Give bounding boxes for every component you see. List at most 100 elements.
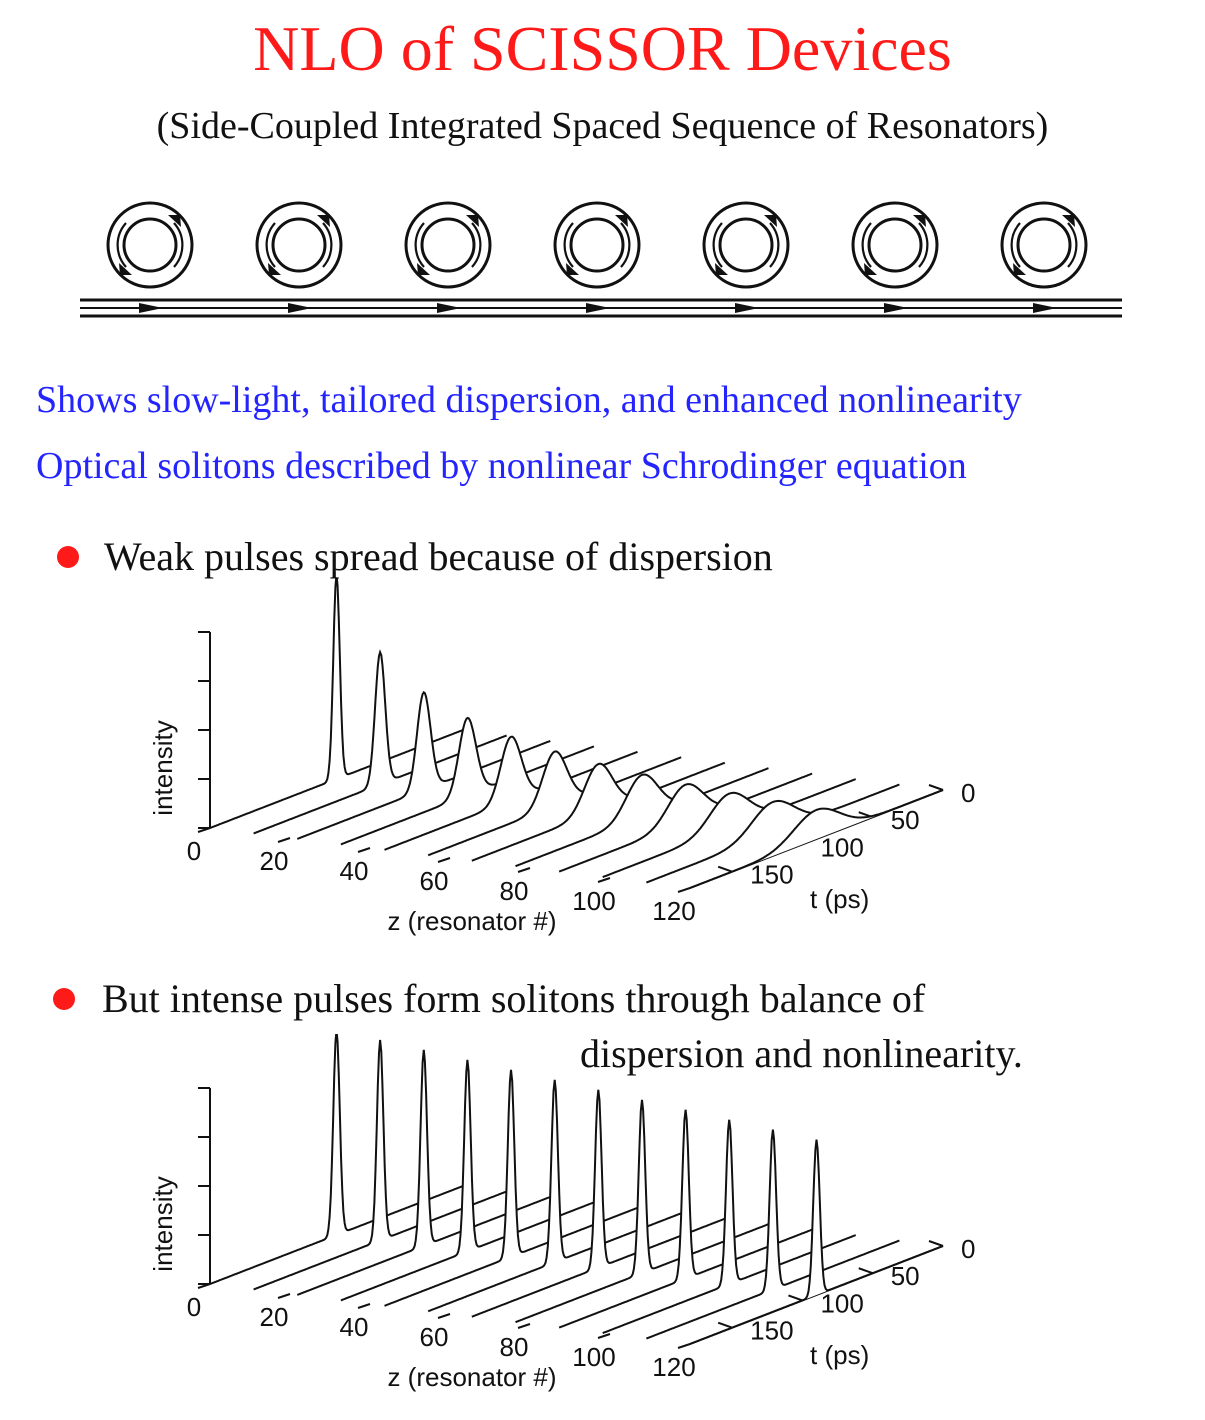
bullet-intense-pulses-cont: dispersion and nonlinearity.: [580, 1031, 1023, 1076]
propagation-arrow: [586, 303, 610, 313]
t-axis-label: t (ps): [810, 1340, 869, 1370]
resonator-ring: [702, 201, 790, 289]
resonator-ring: [106, 201, 194, 289]
t-tick: [858, 1267, 874, 1275]
bullet-weak-pulses: Weak pulses spread because of dispersion: [104, 534, 773, 579]
resonator-ring: [1000, 201, 1088, 289]
z-tick: [597, 877, 611, 883]
pulse-trace: [471, 761, 726, 862]
t-tick-label: 0: [961, 1234, 975, 1264]
pulse-fill: [297, 1049, 551, 1295]
z-tick-label: 120: [652, 896, 695, 926]
z-tick-label: 0: [187, 836, 201, 866]
pulse-trace: [646, 783, 900, 884]
pulse-trace: [427, 750, 682, 857]
intensity-label: intensity: [148, 1176, 178, 1271]
z-tick: [437, 857, 451, 863]
z-tick-label: 40: [340, 1312, 369, 1342]
t-tick-label: 50: [891, 1261, 920, 1291]
pulse-trace: [558, 772, 813, 873]
t-tick: [717, 1321, 733, 1329]
z-tick-label: 80: [500, 1332, 529, 1362]
t-tick-label: 0: [961, 778, 975, 808]
soliton-plot: intensity 0 50 100 150 t (ps) 0 20 40 60 80 100 120 z…: [148, 1034, 975, 1392]
z-tick-label: 0: [187, 1292, 201, 1322]
resonator-ring: [255, 201, 343, 289]
pulse-trace: [689, 789, 944, 889]
z-tick-label: 40: [340, 856, 369, 886]
pulse-fill: [428, 751, 682, 856]
t-axis-label: t (ps): [810, 884, 869, 914]
page-title: NLO of SCISSOR Devices: [253, 13, 952, 84]
pulse-fill: [559, 1109, 813, 1328]
propagation-arrow: [735, 303, 759, 313]
z-tick: [597, 1333, 611, 1339]
pulse-fill: [340, 1059, 594, 1301]
propagation-arrow: [884, 303, 908, 313]
note-solitons: Optical solitons described by nonlinear …: [36, 445, 967, 487]
bullet-dot: [57, 546, 79, 568]
t-tick: [788, 1294, 803, 1302]
propagation-arrow: [139, 303, 163, 313]
z-tick-label: 60: [420, 866, 449, 896]
pulse-fill: [428, 1079, 682, 1312]
t-tick-label: 150: [750, 860, 793, 890]
z-tick: [517, 1323, 531, 1329]
resonator-ring: [851, 201, 939, 289]
pulse-fill: [210, 578, 463, 828]
bullet-dot: [53, 988, 75, 1010]
z-tick-label: 120: [652, 1352, 695, 1382]
pulse-fill: [210, 1034, 463, 1284]
pulse-fill: [297, 692, 551, 839]
z-tick: [197, 827, 211, 833]
z-tick-label: 20: [260, 846, 289, 876]
propagation-arrow: [437, 303, 461, 313]
t-tick: [928, 784, 944, 791]
propagation-arrow: [288, 303, 312, 313]
z-tick: [277, 1293, 291, 1299]
t-tick: [717, 865, 733, 873]
z-tick: [357, 847, 371, 853]
pulse-fill: [690, 1139, 943, 1344]
pulse-trace: [689, 1139, 944, 1345]
pulse-trace: [602, 778, 857, 879]
resonator-ring: [404, 201, 492, 289]
z-tick-label: 80: [500, 876, 529, 906]
pulse-fill: [646, 1129, 900, 1339]
t-tick: [928, 1240, 944, 1247]
resonator-ring: [553, 201, 641, 289]
z-tick-label: 60: [420, 1322, 449, 1352]
z-tick: [277, 837, 291, 843]
bullet-intense-pulses: But intense pulses form solitons through…: [102, 976, 926, 1021]
z-axis-label: z (resonator #): [387, 1362, 556, 1392]
z-tick: [197, 1283, 211, 1289]
t-tick-label: 50: [891, 805, 920, 835]
t-tick-label: 100: [820, 1288, 863, 1318]
scissor-diagram: [80, 201, 1122, 318]
pulse-fill: [471, 1089, 725, 1317]
weak-pulse-plot: intensity 0 50 100 150 t (ps) 0 20 40 60 80 100 120 z…: [148, 578, 975, 936]
pulse-fill: [515, 1099, 769, 1323]
intensity-label: intensity: [148, 720, 178, 815]
t-tick-label: 150: [750, 1316, 793, 1346]
z-axis-label: z (resonator #): [387, 906, 556, 936]
z-tick-label: 100: [572, 1342, 615, 1372]
z-tick: [357, 1303, 371, 1309]
pulse-fill: [384, 1069, 638, 1306]
pulse-fill: [384, 736, 638, 850]
pulse-trace: [515, 767, 769, 868]
note-slow-light: Shows slow-light, tailored dispersion, a…: [36, 379, 1022, 421]
z-tick-label: 100: [572, 886, 615, 916]
page-subtitle: (Side-Coupled Integrated Spaced Sequence…: [156, 105, 1049, 147]
pulse-fill: [602, 1119, 856, 1334]
propagation-arrow: [1033, 303, 1057, 313]
t-tick-label: 100: [820, 832, 863, 862]
z-tick: [517, 867, 531, 873]
pulse-fill: [340, 718, 594, 845]
z-tick-label: 20: [260, 1302, 289, 1332]
z-tick: [677, 887, 691, 893]
pulse-trace: [646, 1129, 900, 1340]
z-tick: [437, 1313, 451, 1319]
pulse-fill: [253, 1040, 507, 1290]
pulse-fill: [253, 652, 507, 834]
